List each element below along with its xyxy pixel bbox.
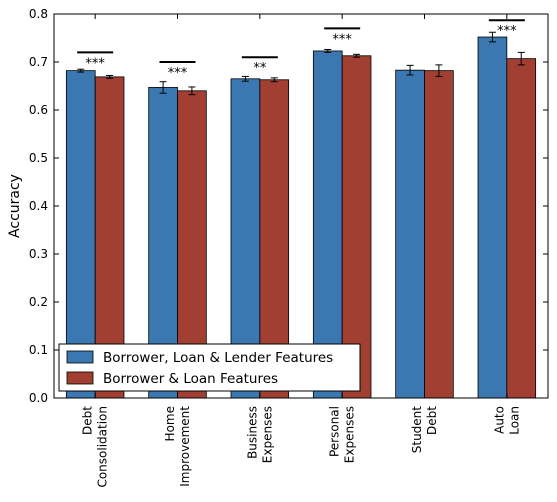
legend-label-series-2: Borrower & Loan Features [103, 371, 278, 387]
bar-series-1-category-4 [312, 50, 343, 399]
legend-swatch-series-1 [66, 350, 94, 364]
bar-series-1-category-5 [395, 69, 425, 399]
y-axis-title: Accuracy [7, 174, 23, 238]
x-tick-label-2-line-1: Home [163, 406, 177, 441]
error-bars-layer [77, 31, 525, 96]
y-tick-label-3: 0.3 [29, 247, 48, 261]
bar-series-2-category-4 [341, 55, 372, 399]
bar-series-1-category-1 [65, 70, 96, 399]
y-tick-label-0: 0.0 [29, 391, 48, 405]
x-tick-label-6-line-1: Auto [492, 406, 506, 434]
significance-label-5: *** [497, 24, 517, 39]
significance-label-1: *** [85, 56, 105, 71]
y-tick-label-6: 0.6 [29, 103, 48, 117]
significance-label-2: *** [168, 66, 188, 81]
x-tick-label-3-line-1: Business [245, 406, 259, 459]
x-tick-label-1-line-1: Debt [81, 406, 95, 435]
x-axis: Debt Consolidation Home Improvement Business… [81, 14, 521, 488]
significance-label-3: ** [253, 61, 267, 76]
y-tick-label-7: 0.7 [29, 55, 48, 69]
plot-frame [53, 13, 549, 399]
x-tick-label-5-line-1: Student [410, 406, 424, 454]
legend-label-series-1: Borrower, Loan & Lender Features [103, 350, 333, 366]
legend-box [58, 343, 361, 392]
y-tick-label-1: 0.1 [29, 343, 48, 357]
significance-layer: ****** ******** [77, 19, 525, 81]
x-tick-label-4-line-2: Expenses [343, 406, 357, 463]
x-tick-label-3-line-2: Expenses [260, 406, 274, 463]
bar-series-1-category-6 [477, 36, 508, 399]
x-tick-label-5-line-2: Debt [425, 406, 439, 435]
y-tick-label-4: 0.4 [29, 199, 48, 213]
x-tick-label-1-line-2: Consolidation [96, 406, 110, 488]
y-tick-label-8: 0.8 [29, 7, 48, 21]
y-axis: 0.0 0.1 0.2 0.3 0.4 0.5 0.6 0.7 0.8 [29, 7, 548, 405]
x-tick-label-4-line-1: Personal [328, 406, 342, 457]
legend: Borrower, Loan & Lender Features Borrowe… [58, 343, 361, 392]
significance-label-4: *** [332, 32, 352, 47]
x-tick-label-2-line-2: Improvement [178, 406, 192, 487]
x-tick-label-6-line-2: Loan [507, 406, 521, 435]
y-tick-label-5: 0.5 [29, 151, 48, 165]
bar-series-2-category-6 [506, 58, 537, 399]
legend-swatch-series-2 [66, 371, 94, 385]
bar-series-2-category-5 [424, 70, 454, 399]
y-tick-label-2: 0.2 [29, 295, 48, 309]
